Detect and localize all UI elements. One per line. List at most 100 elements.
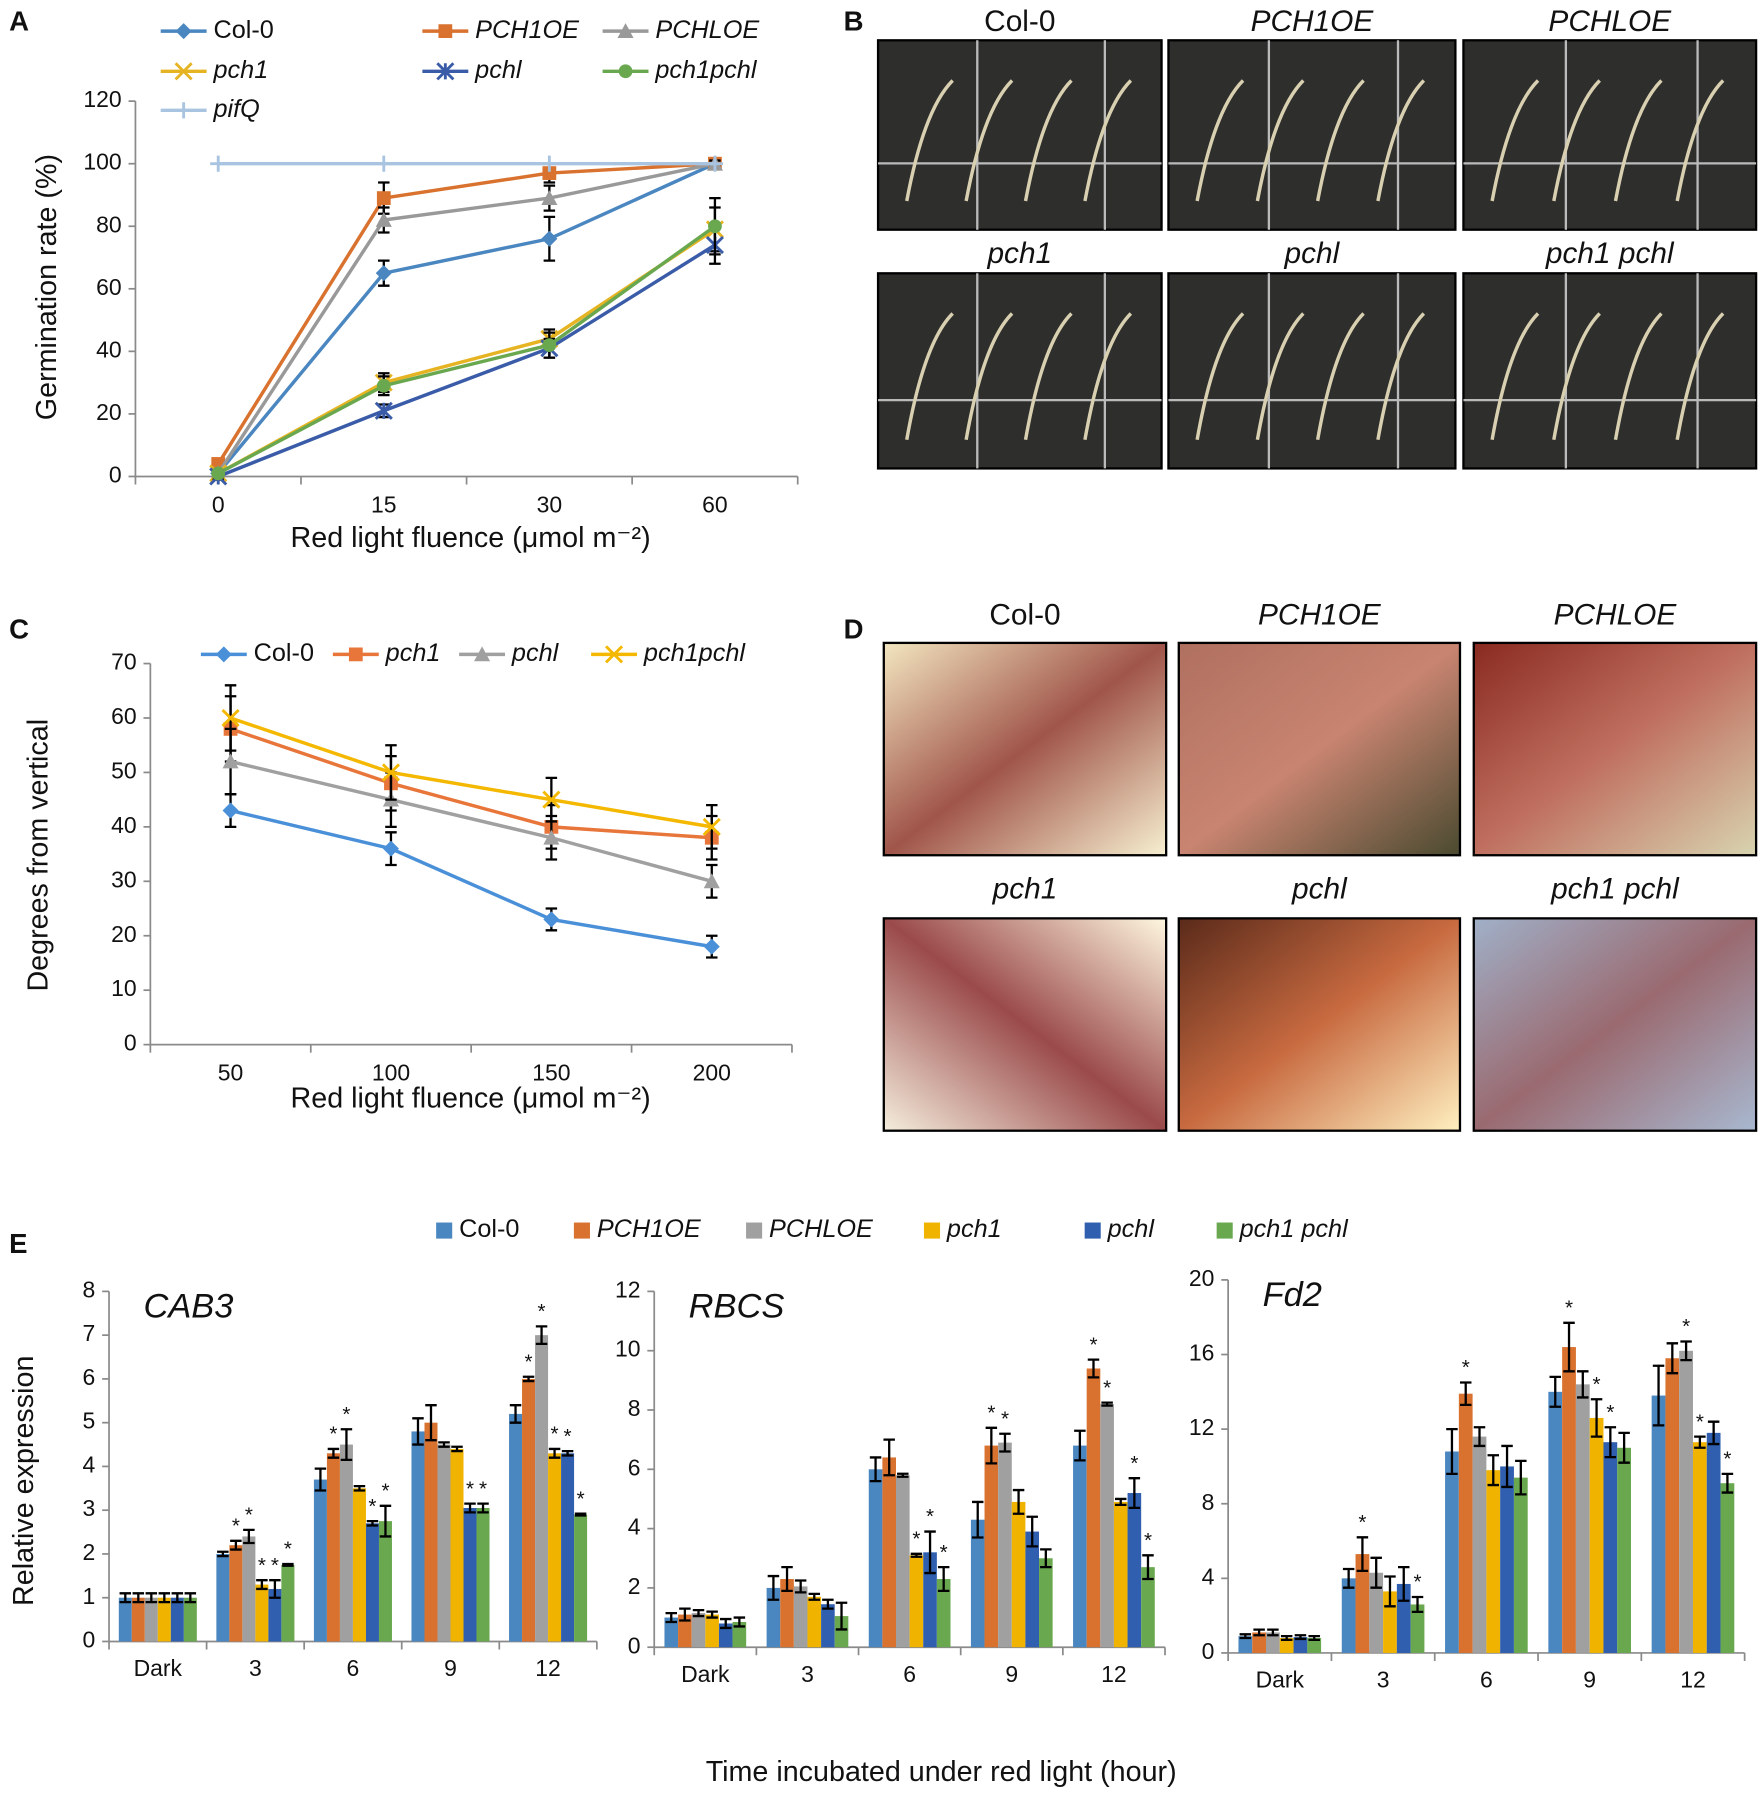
x-tick-label: Dark — [681, 1661, 730, 1687]
error-bar — [230, 1539, 242, 1551]
bar — [1589, 1417, 1604, 1653]
error-bar — [548, 1447, 561, 1459]
seedling — [905, 312, 954, 441]
panel-letter: E — [9, 1228, 27, 1259]
significance-label: * — [329, 1423, 337, 1446]
bar — [1706, 1432, 1721, 1653]
significance-label: * — [232, 1515, 240, 1538]
significance-label: * — [926, 1505, 934, 1528]
photo — [1167, 272, 1457, 470]
bar — [1355, 1554, 1370, 1653]
legend-marker — [436, 62, 455, 81]
error-bar — [1114, 1497, 1127, 1507]
x-axis-title: Red light fluence (μmol m⁻²) — [291, 1082, 651, 1114]
error-bar — [1253, 1628, 1265, 1637]
error-bar — [1501, 1444, 1513, 1489]
panel-letter: A — [9, 5, 29, 36]
legend-label: pch1 — [385, 639, 441, 667]
bar — [535, 1335, 549, 1642]
photo-label: Col-0 — [989, 598, 1060, 631]
photo-label: pch1 pchl — [1550, 873, 1680, 906]
legend-label: pchl — [1107, 1215, 1156, 1243]
bar — [1720, 1483, 1735, 1653]
point — [703, 938, 720, 955]
error-bar — [897, 1472, 909, 1478]
series-line — [216, 162, 716, 475]
photo — [876, 272, 1163, 470]
photo — [1472, 641, 1758, 857]
bar — [450, 1448, 464, 1642]
series-line — [230, 716, 713, 829]
x-tick-label: 12 — [1101, 1661, 1127, 1687]
x-tick-label: Dark — [1256, 1667, 1305, 1693]
series-line — [217, 224, 716, 475]
error-bar — [869, 1456, 882, 1483]
y-axis-title: Degrees from vertical — [23, 719, 55, 992]
legend-swatch — [923, 1222, 941, 1239]
legend-marker — [215, 646, 232, 663]
error-bar — [822, 1598, 834, 1610]
error-bar — [1604, 1426, 1617, 1459]
error-bar — [665, 1611, 678, 1624]
x-axis-title: Red light fluence (μmol m⁻²) — [291, 522, 651, 554]
significance-label: * — [525, 1350, 533, 1373]
significance-label: * — [1413, 1571, 1421, 1594]
y-tick-label: 80 — [96, 211, 122, 237]
y-tick-label: 8 — [628, 1395, 641, 1421]
x-tick-label: 12 — [535, 1655, 561, 1681]
bar — [718, 1623, 733, 1648]
significance-label: * — [1089, 1333, 1097, 1356]
seedling — [1613, 312, 1663, 441]
error-bar — [999, 1432, 1011, 1453]
significance-label: * — [1130, 1452, 1138, 1475]
seedling — [1023, 312, 1073, 441]
seedling — [1490, 79, 1540, 202]
x-tick-label: 6 — [1480, 1667, 1493, 1693]
bar — [1073, 1445, 1087, 1648]
error-bar — [574, 1512, 587, 1517]
bar — [170, 1597, 184, 1642]
error-bar — [1666, 1342, 1679, 1375]
bar — [1410, 1604, 1425, 1653]
error-bar — [1515, 1459, 1527, 1496]
bar — [1548, 1391, 1563, 1653]
error-bar — [767, 1574, 780, 1601]
y-tick-label: 12 — [1189, 1414, 1215, 1440]
bar — [1293, 1637, 1308, 1653]
point — [708, 219, 722, 234]
y-tick-label: 4 — [1202, 1563, 1215, 1589]
legend-label: pch1 — [946, 1215, 1002, 1243]
bar — [229, 1545, 243, 1642]
significance-label: * — [551, 1423, 559, 1446]
bar — [522, 1378, 536, 1642]
bar — [834, 1616, 849, 1648]
bar — [1458, 1393, 1473, 1653]
significance-label: * — [1462, 1356, 1470, 1379]
y-tick-label: 20 — [1189, 1265, 1215, 1291]
legend-swatch — [746, 1222, 763, 1239]
error-bar — [679, 1607, 691, 1622]
x-tick-label: 9 — [1583, 1667, 1596, 1693]
error-bar — [883, 1438, 895, 1477]
seedling — [1195, 312, 1245, 441]
bar — [1445, 1451, 1459, 1653]
photo-label: Col-0 — [984, 5, 1055, 38]
error-bar — [1618, 1431, 1630, 1464]
bar — [1039, 1558, 1053, 1648]
seedling — [1490, 312, 1540, 441]
error-bar — [132, 1592, 145, 1604]
x-tick-label: 3 — [249, 1655, 262, 1681]
legend-label: PCH1OE — [475, 16, 580, 44]
bar — [923, 1552, 937, 1648]
subplot-title: RBCS — [689, 1288, 785, 1326]
bar — [678, 1614, 692, 1648]
bar — [476, 1508, 490, 1642]
significance-label: * — [284, 1538, 292, 1561]
significance-label: * — [258, 1554, 266, 1577]
bar — [780, 1579, 794, 1648]
bar — [131, 1597, 145, 1642]
legend-swatch — [1216, 1222, 1233, 1239]
bar — [1252, 1632, 1267, 1653]
significance-label: * — [368, 1495, 376, 1518]
